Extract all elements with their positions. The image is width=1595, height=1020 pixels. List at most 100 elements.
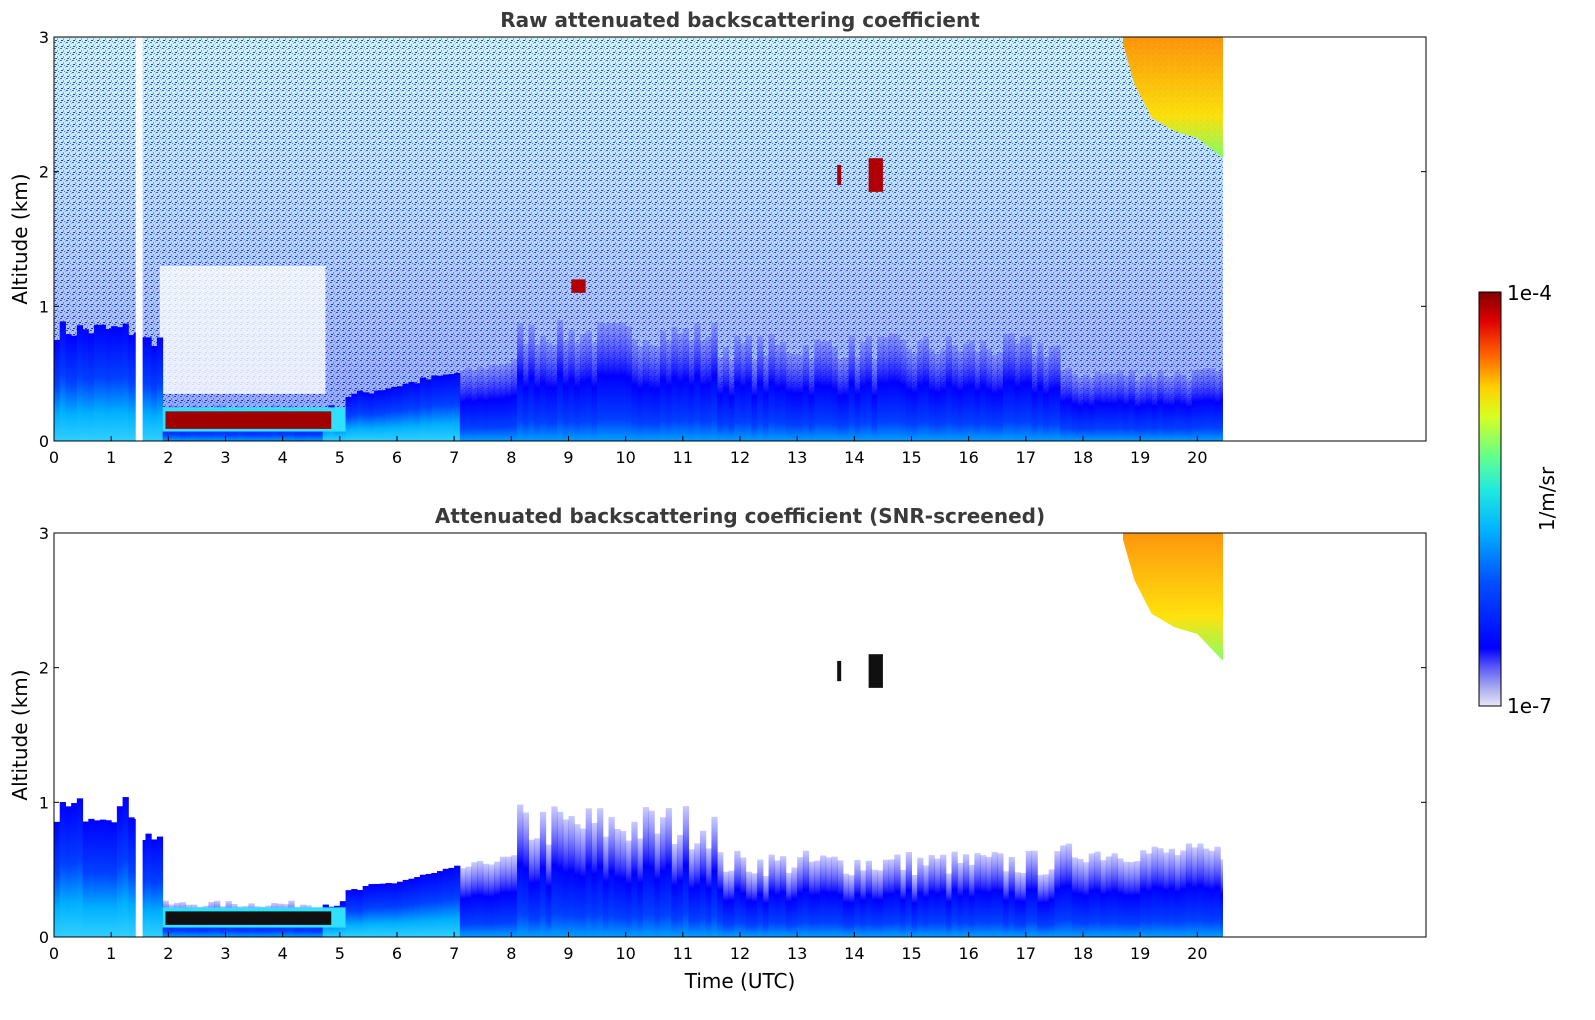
panel-2-ylabel: Altitude (km) [8,669,32,800]
bl-column [945,873,953,937]
bl-column [637,346,644,441]
bl-column [837,359,844,441]
high-cloud [1123,37,1224,159]
bl-column [1105,372,1113,441]
bl-column [568,329,575,441]
bl-column [717,852,724,937]
x-tick-label: 16 [958,944,978,963]
bl-column [722,871,730,937]
bl-column [682,328,690,441]
bl-column [865,860,872,937]
colorbar: 1e-4 1e-7 1/m/sr [1478,281,1559,718]
bl-column [1048,346,1055,441]
bl-column [1134,861,1141,937]
panel-2-x-ticks: 0 1 2 3 4 5 6 7 8 9 10 11 12 13 14 15 16 17 18 19 20 [49,932,1208,963]
bl-column [871,869,878,937]
bl-column [1037,874,1044,937]
bl-column [1094,851,1101,937]
x-tick-label: 4 [278,448,288,467]
bl-column [1060,370,1067,441]
bl-column [1157,848,1164,937]
bl-column [1031,354,1038,441]
bl-column [940,854,947,937]
bl-column [1037,342,1044,441]
bl-column [425,873,432,937]
bl-column [1008,333,1015,441]
bl-column [928,855,935,937]
bl-column [574,342,581,441]
bl-column [894,854,901,937]
bl-column [671,844,678,937]
bl-column [551,344,558,441]
bl-column [419,874,427,937]
bl-column [391,883,398,937]
bl-column [797,857,804,937]
bl-column [122,323,129,441]
bl-column [860,870,867,937]
x-tick-label: 11 [673,944,693,963]
bl-column [934,858,941,937]
x-tick-label: 13 [787,944,807,963]
bl-column [774,344,781,441]
x-tick-label: 14 [844,944,864,963]
bl-column [1071,857,1078,937]
x-tick-label: 15 [901,944,921,963]
bl-column [356,890,364,937]
bl-column [642,807,650,937]
bl-column [968,864,975,937]
bl-column [528,324,535,441]
bl-column [797,354,804,441]
bl-column [1100,373,1107,441]
bl-column [802,344,810,441]
bl-column [111,326,118,441]
bl-column [1185,843,1193,937]
bl-column [128,335,135,441]
bl-column [408,878,415,937]
bl-column [1208,368,1215,441]
bl-column [419,377,427,441]
x-tick-label: 9 [563,448,573,467]
bl-column [362,885,369,937]
bl-column [905,348,912,441]
bl-column [1128,370,1135,441]
y-tick-label: 2 [39,163,49,182]
x-tick-label: 2 [163,944,173,963]
bl-column [1174,855,1181,937]
bl-column [917,857,924,937]
bl-column [54,821,61,937]
bl-column [414,877,421,937]
bl-column [1163,376,1170,441]
bl-column [991,354,998,441]
bl-column [659,330,667,441]
bl-column [785,872,792,937]
bl-column [442,374,449,441]
bl-column [768,854,775,937]
bl-column [94,820,101,937]
bl-column [465,367,472,441]
bl-column [579,828,587,937]
bl-column [1014,872,1021,937]
bl-column [1191,369,1198,441]
bl-column [425,379,432,441]
bl-column [397,881,404,937]
x-axis-label: Time (UTC) [684,969,796,993]
bl-column [917,340,924,441]
bl-column [642,340,650,441]
bl-column [934,353,941,441]
bl-column [534,838,541,937]
bl-column [791,867,798,937]
bl-column [1140,850,1147,937]
x-tick-label: 19 [1130,944,1150,963]
clear-region [159,265,326,394]
bl-column [728,870,735,937]
bl-column [1168,848,1175,937]
bl-column [825,340,832,441]
x-tick-label: 20 [1187,448,1207,467]
bl-column [619,830,627,937]
bl-column [368,393,375,441]
bl-column [922,865,930,937]
bl-column [482,368,489,441]
bl-column [505,362,512,441]
bl-column [76,798,84,937]
